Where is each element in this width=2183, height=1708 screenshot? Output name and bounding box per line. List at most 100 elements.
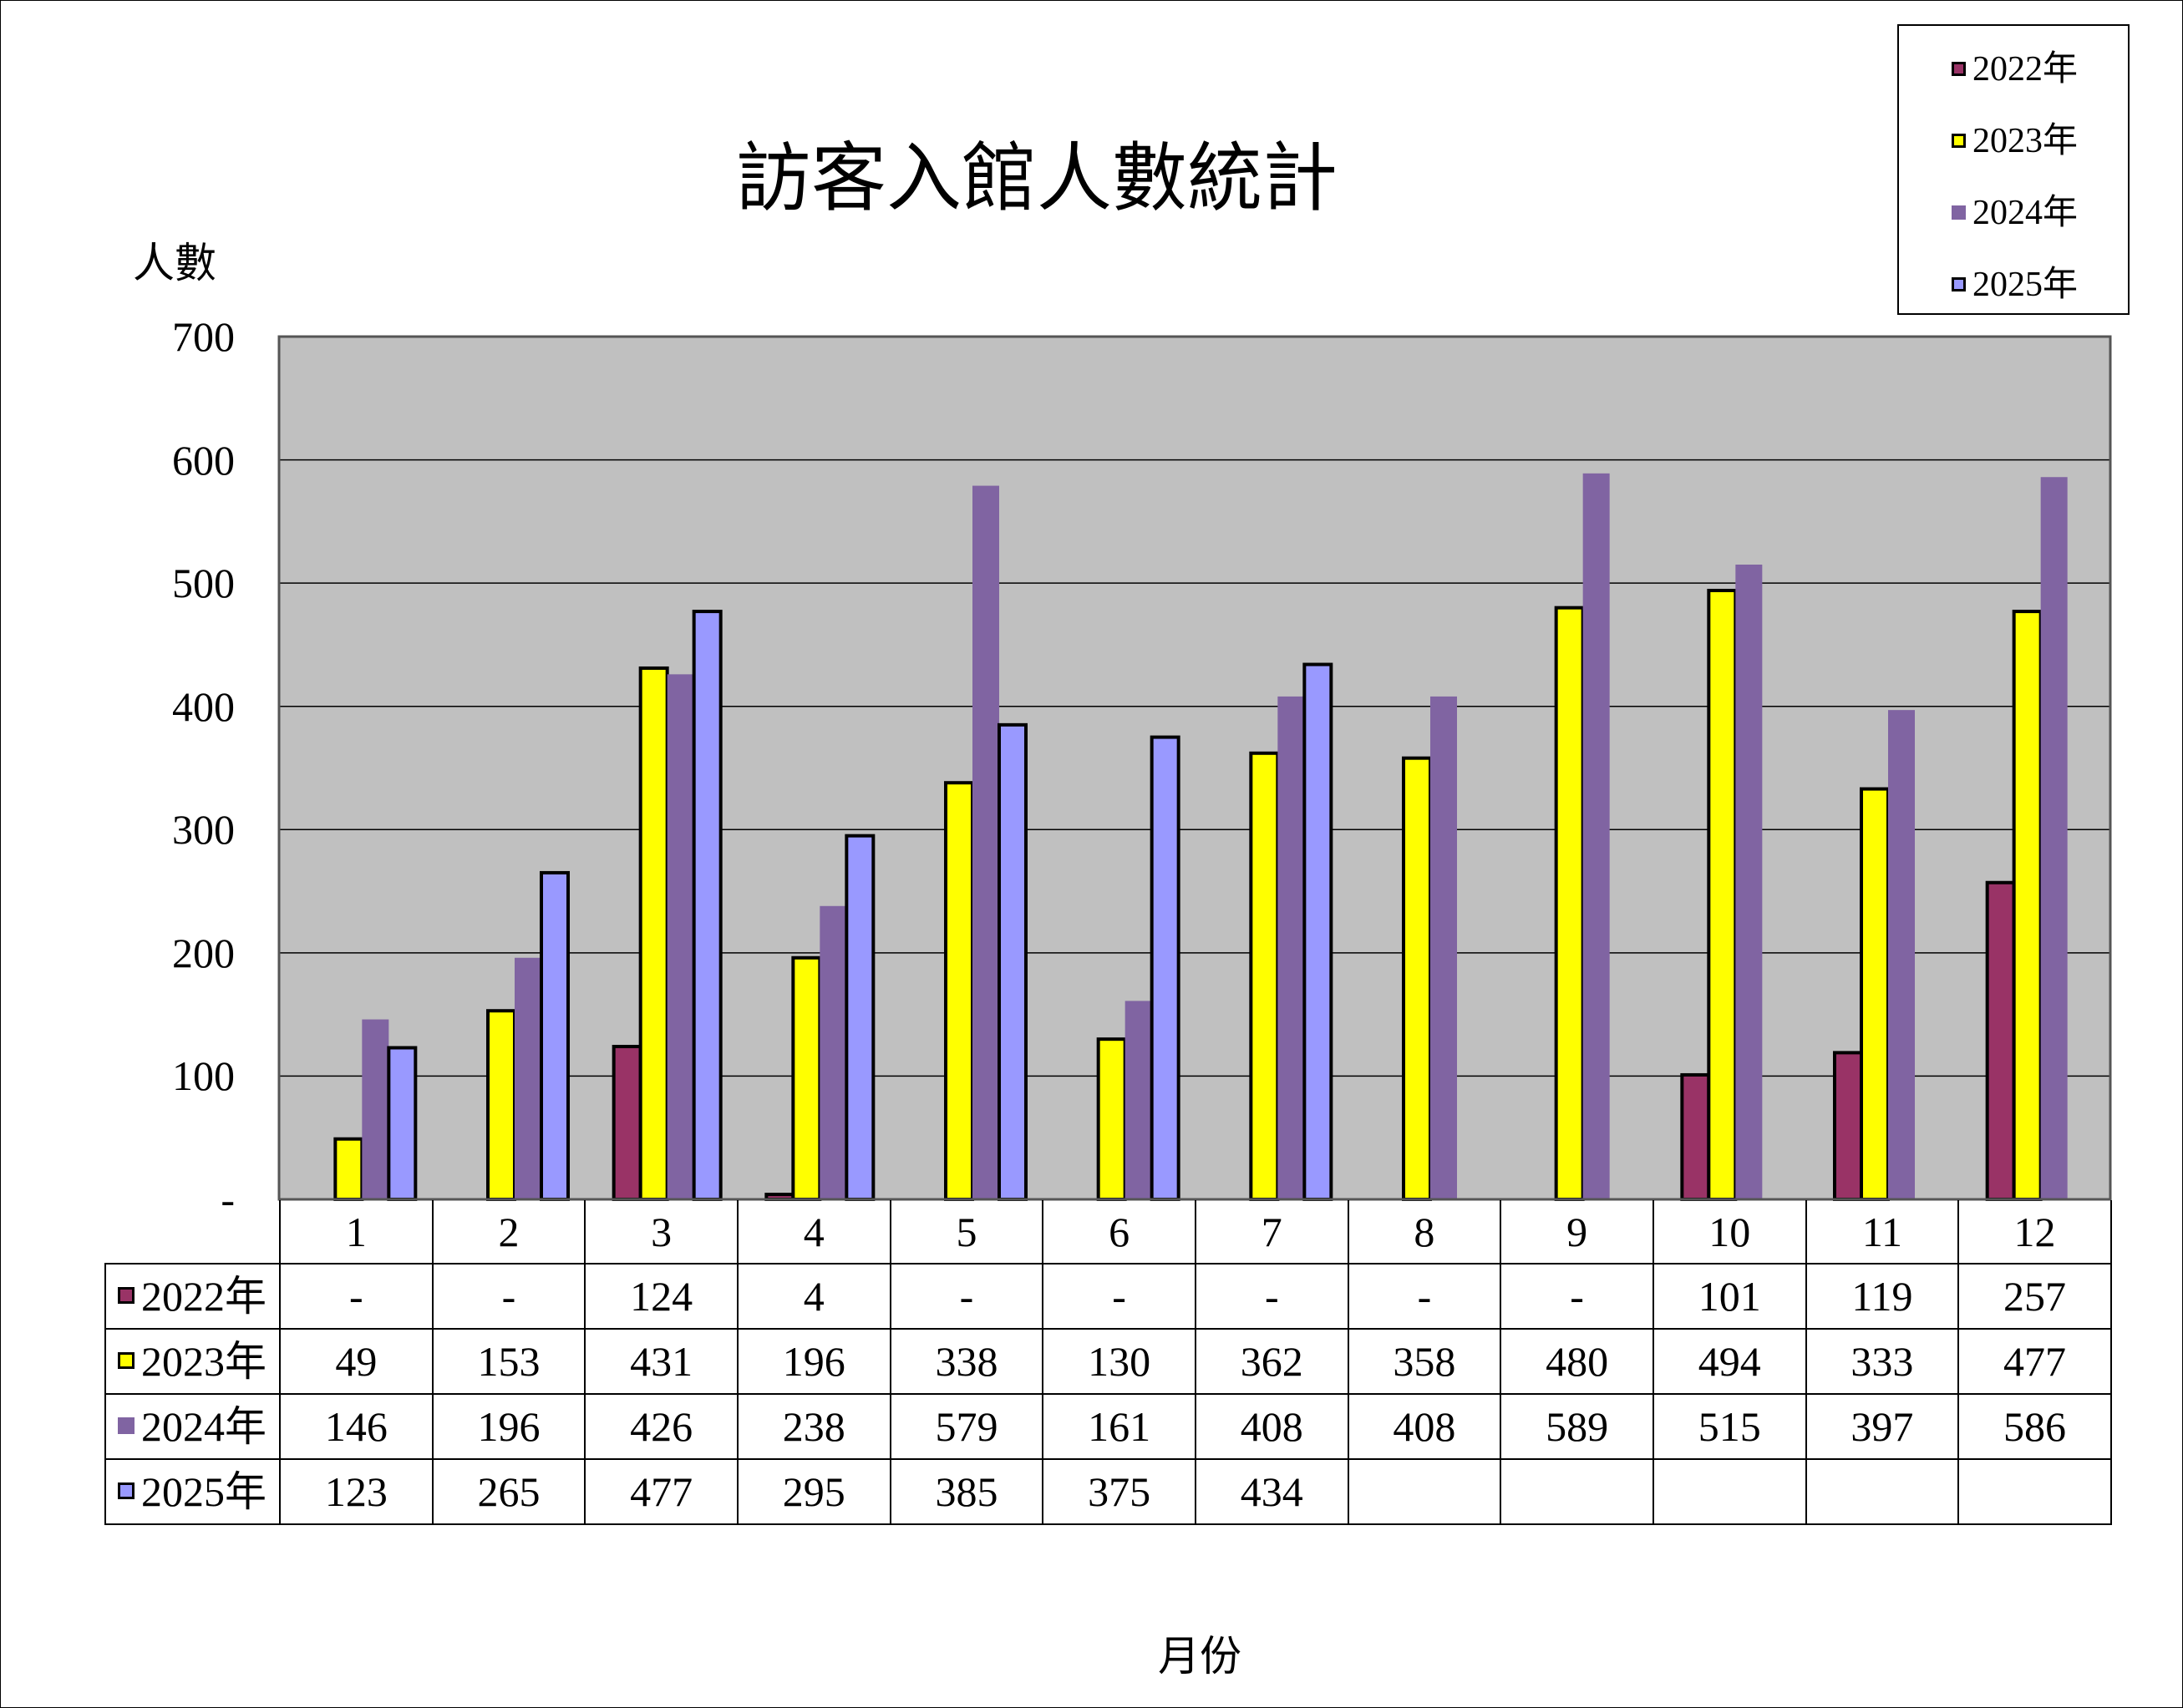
table-swatch bbox=[118, 1482, 135, 1499]
bar bbox=[1249, 751, 1280, 1201]
table-row-label: 2023年 bbox=[104, 1328, 281, 1395]
table-row-label: 2024年 bbox=[104, 1393, 281, 1460]
bar bbox=[1554, 606, 1585, 1201]
bar bbox=[1582, 473, 1610, 1199]
table-row-label: 2025年 bbox=[104, 1458, 281, 1525]
bar bbox=[1150, 735, 1180, 1201]
bar bbox=[333, 1137, 364, 1201]
table-corner bbox=[105, 1200, 281, 1265]
table-row: 2023年 49 153 431 196 338 130 362 358 480 494 333 477 bbox=[104, 1328, 2112, 1395]
table-cell: 358 bbox=[1347, 1328, 1502, 1395]
x-tick-label: 4 bbox=[736, 1200, 891, 1265]
x-tick-label: 6 bbox=[1042, 1200, 1196, 1265]
table-cell: 161 bbox=[1042, 1393, 1196, 1460]
legend-swatch bbox=[1952, 277, 1966, 291]
table-swatch bbox=[118, 1417, 135, 1434]
y-tick-label: 200 bbox=[172, 929, 235, 976]
bar bbox=[1302, 662, 1333, 1201]
table-row: 2024年 146 196 426 238 579 161 408 408 589 515 397 58… bbox=[104, 1393, 2112, 1460]
table-cell: 494 bbox=[1652, 1328, 1807, 1395]
bar bbox=[486, 1009, 516, 1201]
table-cell: 295 bbox=[736, 1458, 891, 1525]
x-tick-label: 1 bbox=[279, 1200, 434, 1265]
table-cell: - bbox=[1347, 1263, 1502, 1330]
bar bbox=[667, 674, 694, 1199]
bar bbox=[515, 957, 541, 1199]
x-tick-label: 3 bbox=[584, 1200, 739, 1265]
table-cell: 431 bbox=[584, 1328, 739, 1395]
table-cell: 257 bbox=[1957, 1263, 2112, 1330]
x-tick-label: 11 bbox=[1805, 1200, 1960, 1265]
table-cell: 586 bbox=[1957, 1393, 2112, 1460]
table-cell: 4 bbox=[736, 1263, 891, 1330]
table-cell: 362 bbox=[1194, 1328, 1349, 1395]
y-tick-label: 300 bbox=[172, 806, 235, 854]
bar bbox=[540, 870, 570, 1201]
bar bbox=[387, 1046, 418, 1202]
legend: 2022年 2023年 2024年 2025年 bbox=[1897, 24, 2130, 315]
table-cell: 196 bbox=[736, 1328, 891, 1395]
x-tick-label: 5 bbox=[889, 1200, 1044, 1265]
bar bbox=[692, 610, 723, 1201]
y-tick-label: 700 bbox=[172, 313, 235, 360]
table-cell: - bbox=[889, 1263, 1044, 1330]
bar bbox=[1124, 1001, 1152, 1199]
data-table: 1 2 3 4 5 6 7 8 9 10 11 12 2022年 - -124 4- - - - -101 119 257… bbox=[104, 1200, 2112, 1525]
bar bbox=[791, 955, 822, 1201]
table-cell: 130 bbox=[1042, 1328, 1196, 1395]
bar bbox=[998, 722, 1028, 1201]
bar bbox=[1888, 710, 1915, 1199]
table-row-label: 2022年 bbox=[104, 1263, 281, 1330]
table-cell: 238 bbox=[736, 1393, 891, 1460]
bar bbox=[1860, 787, 1890, 1202]
table-cell: 146 bbox=[279, 1393, 434, 1460]
table-cell: - bbox=[431, 1263, 586, 1330]
table-swatch bbox=[118, 1287, 135, 1304]
table-cell bbox=[1347, 1458, 1502, 1525]
y-tick-label: 100 bbox=[172, 1052, 235, 1100]
legend-label: 2025年 bbox=[1972, 266, 2079, 304]
table-cell: 589 bbox=[1500, 1393, 1654, 1460]
bar bbox=[362, 1019, 389, 1199]
x-tick-label: 12 bbox=[1957, 1200, 2112, 1265]
x-tick-label: 8 bbox=[1347, 1200, 1502, 1265]
bar bbox=[1680, 1072, 1711, 1202]
legend-label: 2022年 bbox=[1972, 50, 2079, 89]
legend-swatch bbox=[1952, 205, 1966, 220]
table-cell: 49 bbox=[279, 1328, 434, 1395]
bar bbox=[1707, 588, 1738, 1201]
legend-swatch bbox=[1952, 62, 1966, 76]
bar bbox=[820, 905, 847, 1199]
table-cell: 426 bbox=[584, 1393, 739, 1460]
bar bbox=[612, 1045, 642, 1202]
chart-title: 訪客入館人數統計 bbox=[736, 134, 1338, 222]
y-axis-label: 人數 bbox=[133, 239, 216, 287]
y-tick-label: 400 bbox=[172, 682, 235, 730]
table-cell: 579 bbox=[889, 1393, 1044, 1460]
legend-label: 2024年 bbox=[1972, 194, 2079, 232]
x-tick-label: 10 bbox=[1652, 1200, 1807, 1265]
bar bbox=[1985, 880, 2016, 1202]
bar bbox=[2012, 610, 2043, 1201]
table-cell: 480 bbox=[1500, 1328, 1654, 1395]
bar bbox=[1735, 565, 1763, 1199]
table-cell: 338 bbox=[889, 1328, 1044, 1395]
table-cell: 408 bbox=[1347, 1393, 1502, 1460]
table-cell: 477 bbox=[1957, 1328, 2112, 1395]
bar bbox=[1277, 696, 1305, 1199]
bar bbox=[1833, 1051, 1863, 1202]
bar bbox=[845, 834, 876, 1202]
table-cell: 375 bbox=[1042, 1458, 1196, 1525]
table-row: 2025年 123 265 477 295 385 375 434 bbox=[104, 1458, 2112, 1525]
table-cell: 397 bbox=[1805, 1393, 1960, 1460]
bar bbox=[1402, 756, 1432, 1201]
legend-label: 2023年 bbox=[1972, 122, 2079, 160]
table-cell: 123 bbox=[279, 1458, 434, 1525]
plot-area bbox=[279, 337, 2110, 1199]
table-cell: - bbox=[1042, 1263, 1196, 1330]
bar bbox=[2040, 477, 2068, 1199]
table-cell: 333 bbox=[1805, 1328, 1960, 1395]
bar bbox=[1096, 1037, 1127, 1201]
